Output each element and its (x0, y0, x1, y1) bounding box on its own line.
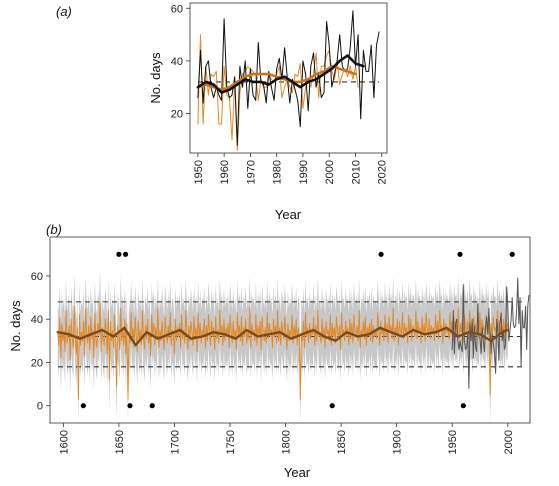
x-tick-label: 1700 (169, 430, 181, 454)
y-tick-label: 60 (31, 271, 43, 283)
x-tick-label: 1900 (392, 430, 404, 454)
extreme-high-point (116, 251, 122, 257)
panel-b-label: (b) (46, 222, 62, 237)
smoothed-series-line (196, 64, 357, 92)
y-tick-label: 0 (37, 401, 43, 413)
smoothed-series-line (56, 326, 509, 347)
x-tick-label: 2000 (324, 160, 336, 184)
extreme-high-point (122, 251, 129, 257)
panel-b-xlabel: Year (284, 465, 311, 480)
y-tick-label: 60 (171, 3, 183, 15)
panel-a-label: (a) (56, 4, 72, 19)
x-tick-label: 1990 (298, 160, 310, 184)
x-tick-label: 1750 (225, 430, 237, 454)
x-tick-label: 1980 (272, 160, 284, 184)
panel-b-frame (49, 236, 531, 424)
x-tick-label: 2020 (377, 160, 389, 184)
y-tick-label: 20 (171, 109, 183, 121)
y-tick-label: 40 (31, 314, 43, 326)
extreme-low-point (127, 403, 133, 409)
x-tick-label: 1970 (245, 160, 257, 184)
panel-b-ticks: 1600 1650 1700 1750 1800 1850 1900 1950 2000 0 20 4… (31, 271, 515, 455)
panel-b: (b) Year No. days 1600 1650 1700 1750 1800 18… (8, 222, 531, 480)
annual-series-line (451, 277, 530, 389)
x-tick-label: 1960 (219, 160, 231, 184)
panel-b-extreme-points (80, 251, 515, 409)
x-tick-label: 2000 (503, 430, 515, 454)
smoothed-series-line (196, 54, 365, 94)
x-tick-label: 1950 (447, 430, 459, 454)
panel-b-uncertainty-band (57, 269, 508, 423)
extreme-high-point (378, 251, 384, 257)
extreme-low-point (149, 403, 155, 409)
x-tick-label: 1800 (281, 430, 293, 454)
panel-a: (a) Year No. days 1950 1960 1970 1980 1990 20… (56, 2, 389, 222)
panel-a-xlabel: Year (275, 207, 302, 222)
extreme-high-point (457, 251, 463, 257)
panel-a-frame (189, 2, 388, 154)
y-tick-label: 40 (171, 56, 183, 68)
annual-series-line (57, 301, 509, 400)
x-tick-label: 1600 (58, 430, 70, 454)
y-tick-label: 20 (31, 357, 43, 369)
extreme-low-point (460, 403, 466, 409)
x-tick-label: 1850 (336, 430, 348, 454)
extreme-low-point (80, 403, 86, 409)
panel-a-ylabel: No. days (148, 52, 163, 104)
extreme-low-point (329, 403, 335, 409)
panel-b-series (56, 277, 530, 400)
x-tick-label: 1950 (193, 160, 205, 184)
panel-a-series (196, 10, 380, 151)
uncertainty-band (57, 269, 508, 423)
panel-b-ylabel: No. days (8, 300, 23, 352)
x-tick-label: 2010 (350, 160, 362, 184)
x-tick-label: 1650 (114, 430, 126, 454)
extreme-high-point (509, 251, 515, 257)
